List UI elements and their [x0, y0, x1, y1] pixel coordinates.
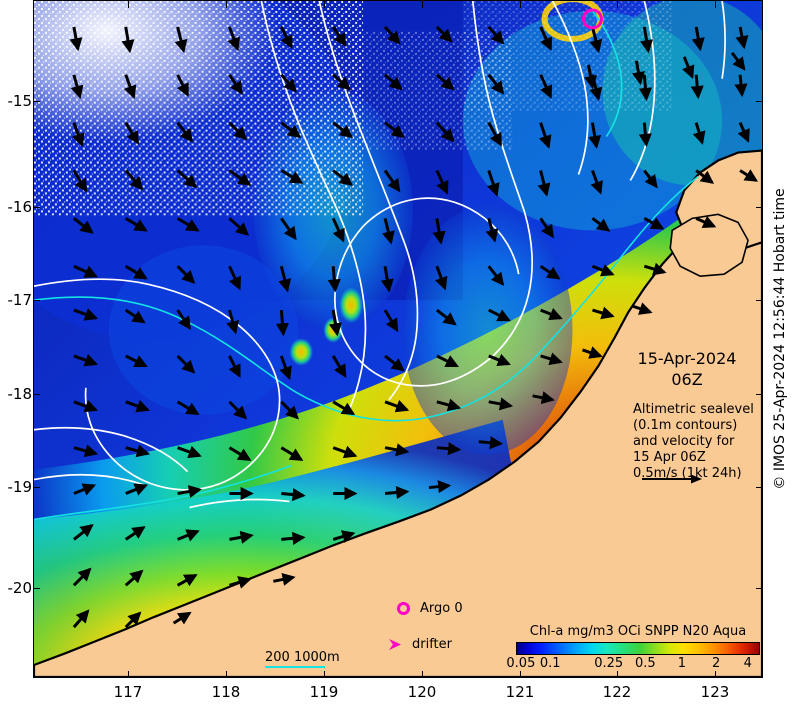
date-annotation: 15-Apr-2024 06Z: [628, 348, 746, 390]
argo-legend-entry[interactable]: Argo 0: [396, 601, 463, 616]
colorbar-tick-label: 2: [711, 656, 721, 671]
argo-circle-marker-icon: [397, 602, 410, 615]
lat-tickmark-right: [756, 207, 763, 208]
lon-tick-label: 117: [113, 683, 143, 701]
annotation-date: 15-Apr-2024: [637, 349, 737, 368]
lat-tickmark-right: [756, 394, 763, 395]
bathymetry-depth-key: 200 1000m: [265, 650, 340, 668]
lon-tick-label: 118: [211, 683, 241, 701]
colorbar-tick-label: 0.1: [539, 656, 561, 671]
colorbar-tick-label: 0.5: [634, 656, 656, 671]
description-line: and velocity for: [633, 434, 735, 449]
lon-tickmark-top: [226, 1, 227, 8]
colorbar-ticks: 0.05 0.1 0.25 0.5 1 2 4: [506, 656, 760, 672]
lon-tick-label: 120: [407, 683, 437, 701]
lon-tickmark-top: [617, 1, 618, 8]
colorbar-tick-label: 4: [743, 656, 752, 671]
lat-tick-label: -17: [7, 291, 33, 309]
colorbar-tick-label: 0.25: [594, 656, 624, 671]
chlorophyll-plume: [289, 338, 314, 366]
lon-tickmark: [324, 671, 325, 678]
eddy-feature-central: [402, 205, 573, 455]
argo-float-marker[interactable]: [581, 8, 603, 30]
lat-tickmark: [33, 487, 40, 488]
sealevel-contours: [34, 1, 726, 509]
lat-tickmark: [33, 300, 40, 301]
colorbar-tick-label: 1: [677, 656, 687, 671]
colorbar-tick-label: 0.05: [506, 656, 536, 671]
depth-key-label: 200 1000m: [265, 650, 340, 665]
description-annotation: Altimetric sealevel (0.1m contours) and …: [633, 402, 763, 482]
lat-tickmark-right: [756, 300, 763, 301]
map-raster: [34, 1, 762, 677]
drifter-legend-label: drifter: [412, 637, 452, 652]
drifter-arrow-marker-icon: [389, 639, 401, 650]
chlorophyll-plume: [339, 287, 364, 324]
lon-tickmark-top: [520, 1, 521, 8]
lat-tickmark-right: [756, 487, 763, 488]
lon-tick-label: 121: [505, 683, 535, 701]
description-line: 15 Apr 06Z: [633, 450, 706, 465]
lon-tickmark: [617, 671, 618, 678]
lon-tickmark: [422, 671, 423, 678]
lon-tickmark-top: [422, 1, 423, 8]
cloud-gap-region: [34, 1, 673, 216]
lat-tickmark-right: [756, 101, 763, 102]
lat-tick-label: -20: [7, 579, 33, 597]
lon-tick-label: 119: [309, 683, 339, 701]
lon-tickmark: [520, 671, 521, 678]
annotation-time: 06Z: [671, 370, 703, 389]
description-line: 0.5m/s (1kt 24h): [633, 466, 742, 481]
lon-tickmark: [715, 671, 716, 678]
velocity-scale-arrow-icon: [642, 474, 702, 484]
lon-tickmark: [226, 671, 227, 678]
lat-tick-label: -15: [7, 92, 33, 110]
argo-legend-label: Argo 0: [420, 601, 463, 616]
colorbar-gradient[interactable]: [516, 642, 760, 655]
credit-text: © IMOS 25-Apr-2024 12:56:44 Hobart time: [765, 0, 795, 678]
depth-key-line: [265, 666, 325, 668]
lat-tickmark: [33, 101, 40, 102]
lon-tickmark: [128, 671, 129, 678]
velocity-vector-field: [69, 25, 759, 629]
colorbar[interactable]: Chl-a mg/m3 OCi SNPP N20 Aqua 0.05 0.1 0…: [506, 624, 760, 672]
landmass: [34, 149, 762, 677]
lat-tickmark: [33, 207, 40, 208]
credit-label: © IMOS 25-Apr-2024 12:56:44 Hobart time: [772, 188, 788, 490]
lat-tickmark-right: [756, 588, 763, 589]
lon-tickmark-top: [324, 1, 325, 8]
lat-tick-label: -19: [7, 478, 33, 496]
lon-tickmark-top: [715, 1, 716, 8]
lat-tick-label: -18: [7, 385, 33, 403]
colorbar-title: Chl-a mg/m3 OCi SNPP N20 Aqua: [529, 624, 747, 639]
description-line: (0.1m contours): [633, 418, 738, 433]
map-panel[interactable]: [33, 0, 763, 678]
description-line: Altimetric sealevel: [633, 402, 754, 417]
lat-tick-label: -16: [7, 198, 33, 216]
lon-tick-label: 122: [602, 683, 632, 701]
lat-tickmark: [33, 394, 40, 395]
lon-tickmark-top: [128, 1, 129, 8]
map-markers[interactable]: [581, 8, 603, 30]
lon-tick-label: 123: [700, 683, 730, 701]
lat-tickmark: [33, 588, 40, 589]
drifter-legend-entry[interactable]: drifter: [388, 637, 452, 652]
